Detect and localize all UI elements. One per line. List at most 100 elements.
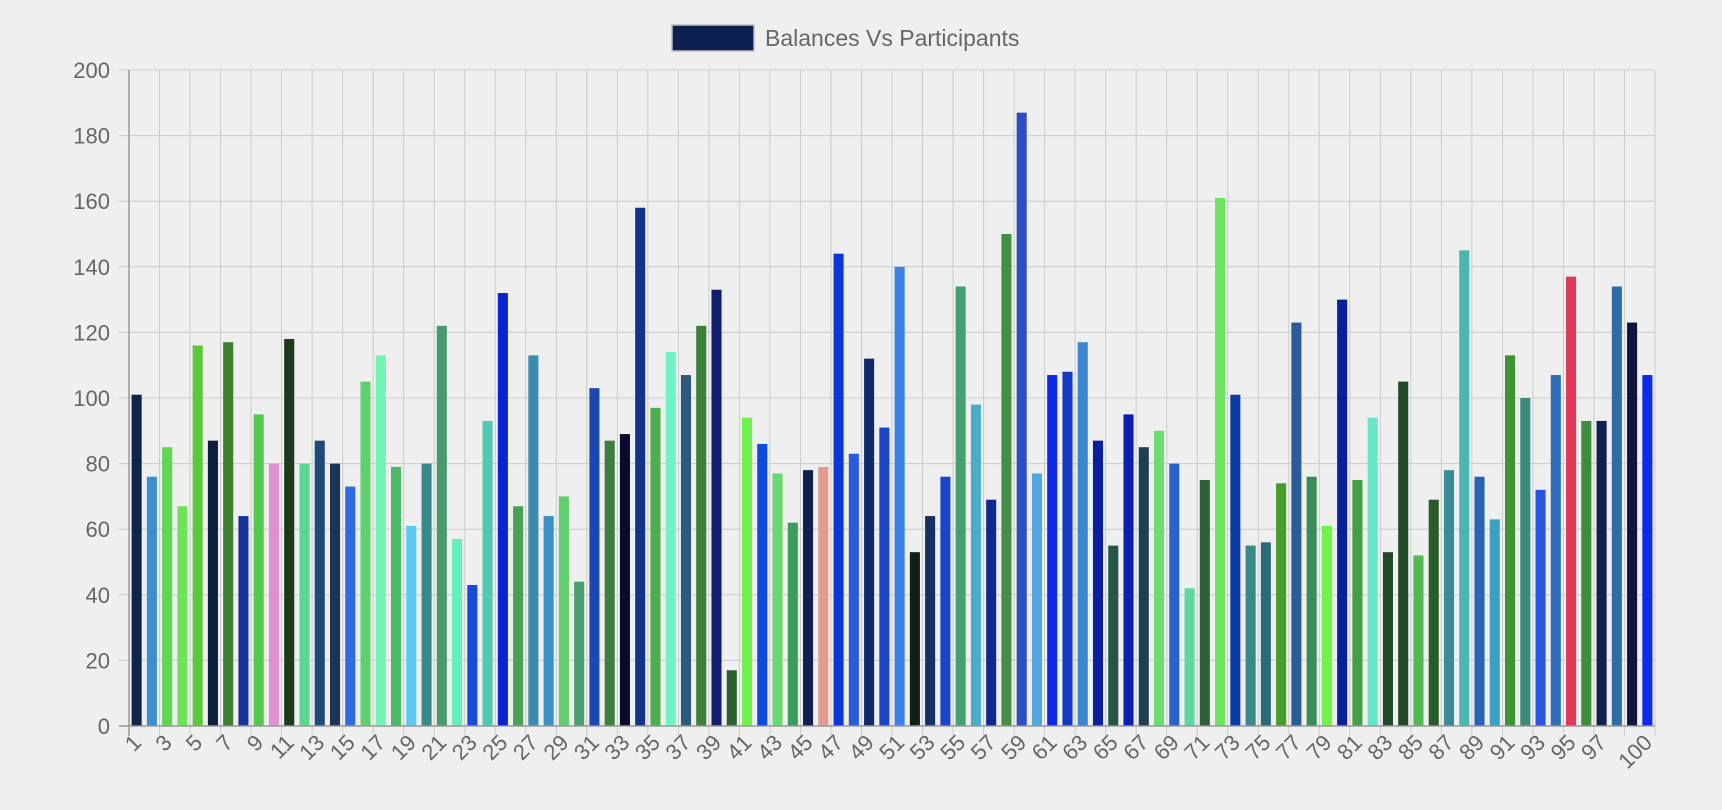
bar-64[interactable] [1092,440,1104,726]
bar-59[interactable] [1016,112,1027,726]
bar-37[interactable] [680,375,692,726]
bar-100[interactable] [1642,375,1653,726]
bar-82[interactable] [1367,417,1378,726]
bar-44[interactable] [787,522,798,726]
bar-2[interactable] [146,476,157,726]
bar-88[interactable] [1459,250,1470,726]
bar-69[interactable] [1169,463,1180,726]
bar-26[interactable] [513,506,524,726]
bar-76[interactable] [1276,483,1287,726]
bar-24[interactable] [482,420,493,726]
bar-77[interactable] [1291,322,1302,726]
bar-98[interactable] [1611,286,1622,726]
bar-74[interactable] [1245,545,1256,726]
bar-93[interactable] [1535,489,1546,726]
legend[interactable]: Balances Vs Participants [671,24,1019,52]
bar-22[interactable] [452,539,463,726]
bar-30[interactable] [574,581,585,726]
bar-94[interactable] [1550,375,1561,726]
bar-8[interactable] [238,516,249,726]
bar-86[interactable] [1428,499,1439,726]
bar-87[interactable] [1443,470,1455,726]
bar-39[interactable] [711,289,722,726]
bar-90[interactable] [1489,519,1500,726]
bar-25[interactable] [497,293,508,726]
bar-60[interactable] [1031,473,1042,726]
bar-96[interactable] [1581,420,1592,726]
bar-84[interactable] [1398,381,1409,726]
bar-53[interactable] [925,516,936,726]
bar-3[interactable] [162,447,173,726]
bar-7[interactable] [223,342,234,726]
bar-57[interactable] [986,499,997,726]
bar-61[interactable] [1047,375,1058,726]
bar-89[interactable] [1474,476,1485,726]
bar-79[interactable] [1321,525,1332,726]
bar-27[interactable] [528,355,539,726]
bar-83[interactable] [1382,552,1393,726]
bar-49[interactable] [864,358,875,726]
bar-41[interactable] [741,417,753,726]
bar-1[interactable] [131,394,142,726]
bar-78[interactable] [1306,476,1317,726]
bar-97[interactable] [1596,420,1607,726]
bar-52[interactable] [909,552,920,726]
bar-18[interactable] [391,466,402,726]
bar-51[interactable] [894,266,905,726]
bar-71[interactable] [1199,480,1210,726]
bar-10[interactable] [268,463,279,726]
bar-9[interactable] [253,414,264,726]
bar-40[interactable] [726,670,737,726]
bar-13[interactable] [314,440,325,726]
bar-14[interactable] [329,463,341,726]
bar-11[interactable] [284,338,295,726]
bar-5[interactable] [192,345,203,726]
bar-32[interactable] [604,440,615,726]
bar-6[interactable] [207,440,218,726]
bar-15[interactable] [345,486,356,726]
bar-72[interactable] [1215,197,1226,727]
bar-23[interactable] [467,584,478,726]
bar-31[interactable] [589,388,600,726]
bar-73[interactable] [1230,394,1241,726]
bar-92[interactable] [1520,398,1531,726]
bar-48[interactable] [848,453,859,726]
bar-62[interactable] [1062,371,1073,726]
bar-43[interactable] [772,473,783,726]
bar-38[interactable] [696,325,707,726]
bar-68[interactable] [1154,430,1165,726]
bar-66[interactable] [1123,414,1134,726]
bar-28[interactable] [543,516,554,726]
bar-45[interactable] [803,470,814,726]
bar-67[interactable] [1138,447,1149,726]
bar-16[interactable] [360,381,371,726]
bar-91[interactable] [1504,355,1516,726]
bar-17[interactable] [375,355,386,726]
bar-65[interactable] [1108,545,1119,726]
bar-42[interactable] [757,443,768,726]
bar-21[interactable] [436,325,447,726]
bar-55[interactable] [955,286,966,726]
bar-20[interactable] [421,463,432,726]
bar-75[interactable] [1260,542,1271,726]
bar-80[interactable] [1337,299,1348,726]
bar-56[interactable] [970,404,981,726]
bar-29[interactable] [558,496,569,726]
bar-85[interactable] [1413,555,1424,726]
bar-19[interactable] [406,525,417,726]
bar-58[interactable] [1001,234,1012,726]
bar-33[interactable] [619,434,630,726]
bar-47[interactable] [833,253,844,726]
bar-70[interactable] [1184,588,1195,726]
bar-50[interactable] [879,427,890,726]
bar-36[interactable] [665,352,676,726]
bar-34[interactable] [635,207,646,726]
bar-46[interactable] [818,466,829,726]
bar-63[interactable] [1077,342,1088,726]
bar-99[interactable] [1627,322,1638,726]
bar-95[interactable] [1566,276,1577,726]
bar-81[interactable] [1352,480,1363,726]
bar-12[interactable] [299,463,310,726]
bar-54[interactable] [940,476,951,726]
bar-35[interactable] [650,407,661,726]
